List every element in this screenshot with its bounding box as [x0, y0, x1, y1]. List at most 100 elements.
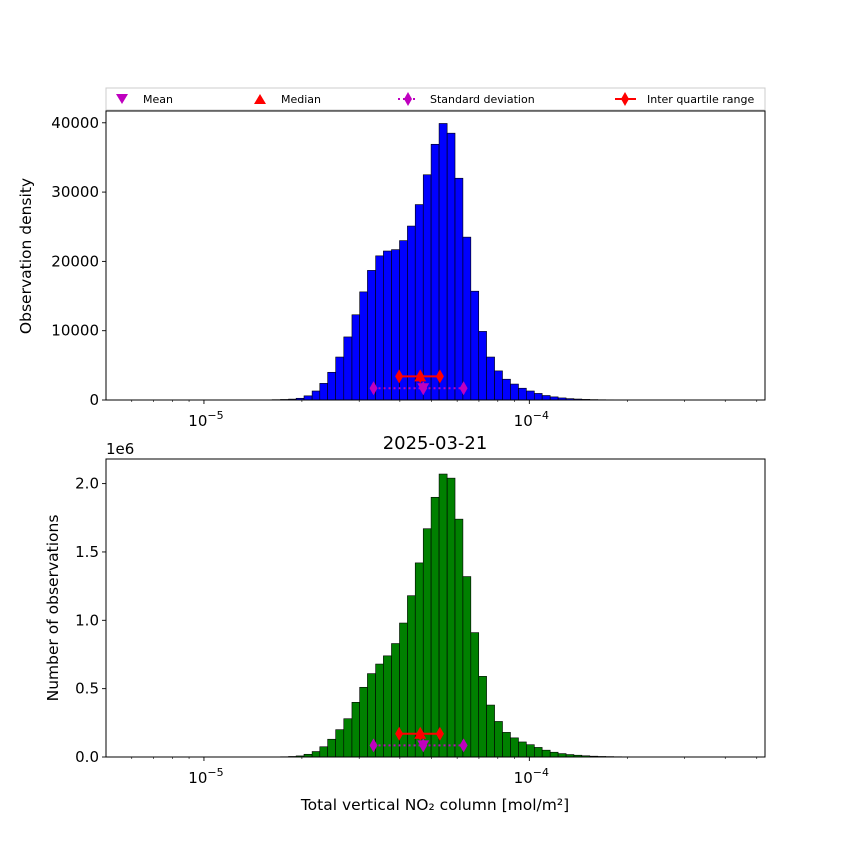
histogram-bar — [335, 729, 345, 758]
y-tick-label: 0.5 — [75, 680, 99, 698]
top-y-axis-label: Observation density — [17, 178, 35, 334]
legend-label-standard-deviation: Standard deviation — [430, 93, 535, 106]
median-marker — [414, 371, 427, 382]
std-low-marker — [369, 381, 378, 396]
iqr-marker-icon — [621, 92, 629, 106]
histogram-bar — [494, 370, 503, 401]
legend-frame — [105, 87, 766, 111]
histogram-bar — [486, 704, 495, 758]
histogram-bar — [454, 177, 464, 401]
histogram-bar — [454, 518, 464, 758]
y-tick-label: 10000 — [51, 322, 99, 340]
histogram-bar — [518, 741, 527, 758]
x-tick-label: 10−5 — [188, 409, 223, 430]
bottom-histogram-statistics — [369, 726, 468, 753]
x-tick-label: 10−4 — [514, 766, 549, 787]
y-tick-label: 30000 — [51, 183, 99, 201]
histogram-bar — [311, 390, 321, 401]
y-tick-label: 0 — [89, 391, 99, 409]
histogram-bar — [383, 655, 392, 758]
histogram-bar — [430, 143, 440, 401]
bottom-histogram-ticks: 10−5 10−4 0.0 0.5 1.0 1.5 2.0 — [75, 475, 758, 787]
histogram-bar — [422, 528, 432, 758]
histogram-bar — [494, 721, 503, 758]
bottom-axes-frame — [105, 458, 766, 758]
mean-marker — [417, 383, 430, 394]
y-tick-label: 1.0 — [75, 611, 99, 629]
legend-entry-mean: Mean — [116, 93, 173, 106]
histogram-bar — [438, 123, 448, 401]
histogram-bar — [557, 753, 567, 758]
legend-label-mean: Mean — [143, 93, 173, 106]
top-histogram-statistics — [369, 369, 468, 396]
top-histogram-bars — [271, 123, 662, 401]
histogram-bar — [319, 383, 328, 401]
histogram-bar — [375, 663, 384, 758]
histogram-bar — [343, 718, 353, 758]
median-marker — [414, 728, 427, 739]
iqr-low-marker — [395, 726, 404, 741]
y-tick-label: 20000 — [51, 252, 99, 270]
histogram-bar — [446, 132, 456, 401]
histogram-bar — [502, 378, 511, 401]
bottom-histogram: 2025-03-21 1e6 10−5 10−4 0.0 0.5 1.0 1.5 2.0 N… — [44, 433, 766, 814]
histogram-bar — [327, 371, 336, 401]
histogram-bar — [502, 732, 511, 758]
histogram-bar — [351, 702, 360, 758]
legend-label-inter-quartile-range: Inter quartile range — [647, 93, 754, 106]
y-tick-label: 2.0 — [75, 475, 99, 493]
histogram-bar — [422, 174, 432, 401]
std-marker-icon — [404, 92, 412, 106]
iqr-high-marker — [435, 726, 444, 741]
histogram-bar — [462, 236, 472, 401]
x-tick-label: 10−4 — [514, 409, 549, 430]
histogram-bar — [311, 751, 321, 758]
histogram-bar — [534, 393, 543, 401]
histogram-bar — [343, 336, 353, 401]
histogram-bar — [446, 477, 456, 758]
histogram-bar — [478, 676, 487, 758]
histogram-bar — [534, 747, 543, 758]
histogram-bar — [303, 395, 313, 401]
histogram-bar — [351, 314, 360, 401]
top-axes-frame — [105, 110, 766, 401]
median-marker-icon — [254, 94, 266, 104]
histogram-bar — [407, 225, 416, 401]
legend-label-median: Median — [281, 93, 321, 106]
bottom-histogram-bars — [271, 473, 662, 758]
iqr-high-marker — [435, 369, 444, 384]
histogram-bar — [414, 562, 424, 758]
histogram-bar — [359, 291, 368, 401]
histogram-bar — [549, 751, 559, 758]
bottom-x-axis-label: Total vertical NO₂ column [mol/m²] — [300, 796, 569, 814]
histogram-bar — [438, 473, 448, 758]
histogram-bar — [478, 331, 487, 401]
histogram-bar — [510, 383, 519, 401]
histogram-bar — [367, 270, 376, 401]
histogram-bar — [541, 749, 551, 758]
std-low-marker — [369, 738, 378, 753]
legend-entry-inter-quartile-range: Inter quartile range — [615, 92, 754, 106]
bottom-y-offset-text: 1e6 — [106, 440, 134, 458]
histogram-bar — [470, 632, 480, 758]
histogram-bar — [319, 746, 328, 758]
histogram-bar — [510, 737, 519, 758]
histogram-bar — [518, 387, 527, 401]
histogram-bar — [335, 356, 345, 401]
histogram-bar — [327, 738, 336, 758]
histogram-bar — [383, 250, 392, 401]
histogram-bar — [486, 356, 495, 401]
std-high-marker — [459, 738, 468, 753]
legend-entry-median: Median — [254, 93, 321, 106]
bottom-chart-title: 2025-03-21 — [383, 433, 488, 454]
histogram-bar — [359, 686, 368, 758]
top-histogram-ticks: 10−5 10−4 0 10000 20000 30000 40000 — [51, 114, 758, 430]
histogram-bar — [462, 576, 472, 758]
histogram-bar — [541, 395, 551, 401]
mean-marker — [417, 740, 430, 751]
histogram-bar — [375, 255, 384, 401]
histogram-bar — [414, 204, 424, 401]
top-histogram: 10−5 10−4 0 10000 20000 30000 40000 Observatio… — [17, 110, 766, 430]
histogram-bar — [526, 390, 535, 401]
